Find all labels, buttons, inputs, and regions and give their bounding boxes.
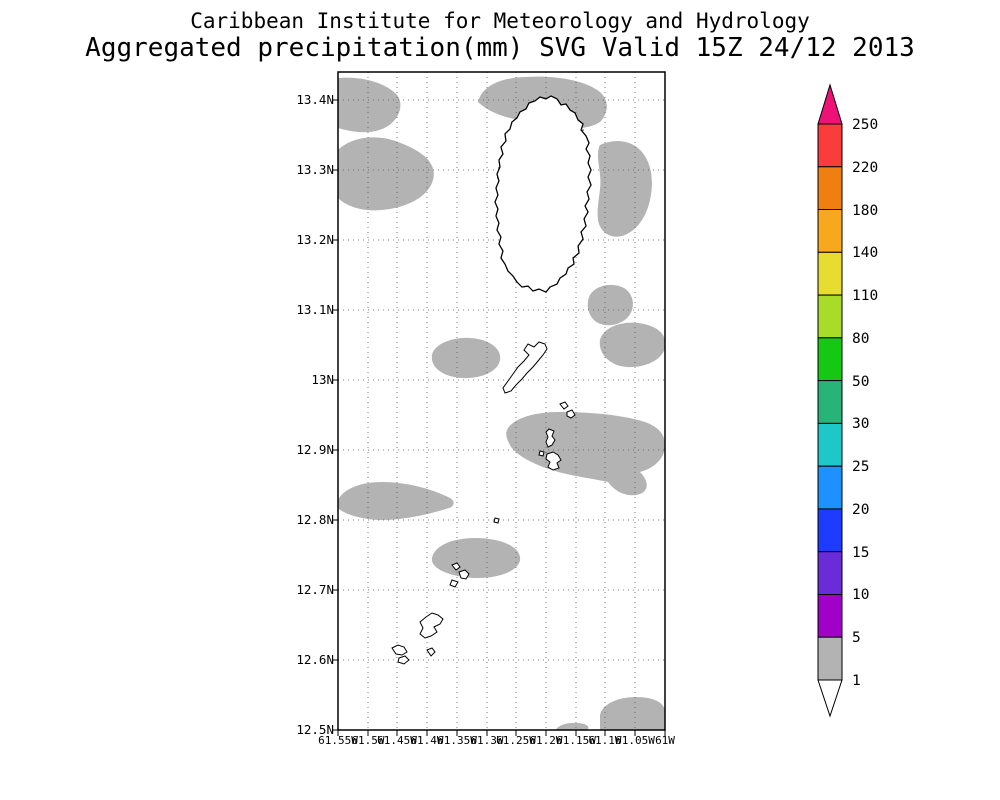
island-union (419, 612, 444, 639)
precip-shaded-region (338, 137, 434, 211)
colorbar-labels: 250 220 180 140 110 80 50 30 25 20 15 10… (852, 117, 878, 689)
lon-tick-label: 61W (655, 734, 675, 747)
colorbar-segment (817, 508, 843, 553)
island-islet (538, 450, 545, 457)
lon-tick-label: 61.2W (529, 734, 562, 747)
colorbar-segment (817, 209, 843, 253)
colorbar-segment (817, 123, 843, 168)
island-islet (566, 409, 576, 419)
precip-shaded-region (506, 412, 665, 496)
lon-tick-label: 61.35W (437, 734, 477, 747)
precip-shaded-region (599, 322, 665, 368)
colorbar-label: 1 (852, 673, 861, 689)
island-canouan (545, 451, 562, 471)
island-islet (559, 401, 569, 410)
lon-tick-label: 61.5W (351, 734, 384, 747)
precip-shaded-region (338, 482, 454, 520)
lat-tick-label: 13.1N (296, 302, 334, 317)
colorbar-label: 140 (852, 245, 878, 261)
island-mustique (545, 428, 556, 448)
colorbar: 250 220 180 140 110 80 50 30 25 20 15 10… (817, 83, 878, 718)
map-frame (337, 71, 666, 731)
lat-tick-label: 12.6N (296, 652, 334, 667)
colorbar-label: 20 (852, 502, 869, 518)
island-mayreau (458, 569, 470, 580)
colorbar-segment (817, 551, 843, 596)
map-panel: 13.4N 13.3N 13.2N 13.1N 13N 12.9N 12.8N … (296, 71, 675, 747)
lat-tick-label: 12.7N (296, 582, 334, 597)
colorbar-segment (817, 380, 843, 424)
lon-tick-label: 61.3W (470, 734, 503, 747)
precip-shaded-region (600, 697, 665, 730)
colorbar-segment (817, 166, 843, 211)
colorbar-label: 180 (852, 203, 878, 219)
lat-tick-label: 13.2N (296, 232, 334, 247)
page-subtitle: Aggregated precipitation(mm) SVG Valid 1… (85, 33, 915, 63)
colorbar-label: 220 (852, 160, 878, 176)
colorbar-segment (817, 636, 843, 681)
colorbar-segment (817, 594, 843, 638)
precip-shaded-region (597, 140, 652, 237)
precip-shaded-region (338, 77, 401, 133)
colorbar-label: 5 (852, 630, 861, 646)
island-islet (449, 579, 459, 588)
precip-shaded-region (587, 284, 633, 326)
lat-tick-label: 13.3N (296, 162, 334, 177)
colorbar-segment (817, 294, 843, 339)
colorbar-segment (817, 465, 843, 510)
island-islet (493, 517, 500, 524)
lat-tick-label: 12.9N (296, 442, 334, 457)
lat-tick-label: 13N (311, 372, 334, 387)
lon-tick-label: 61.15W (556, 734, 596, 747)
colorbar-segment (817, 422, 843, 467)
lon-tick-label: 61.1W (588, 734, 621, 747)
colorbar-bottom-arrow (817, 679, 843, 718)
lat-tick-label: 12.8N (296, 512, 334, 527)
lat-tick-label: 12.5N (296, 722, 334, 737)
colorbar-label: 80 (852, 331, 869, 347)
colorbar-label: 250 (852, 117, 878, 133)
lat-tick-label: 13.4N (296, 92, 334, 107)
colorbar-label: 25 (852, 459, 869, 475)
lon-tick-label: 61.25W (496, 734, 536, 747)
lon-tick-label: 61.4W (410, 734, 443, 747)
colorbar-top-arrow (817, 83, 843, 125)
colorbar-label: 10 (852, 587, 869, 603)
latitude-axis: 13.4N 13.3N 13.2N 13.1N 13N 12.9N 12.8N … (296, 92, 334, 737)
grenadines-islands (391, 341, 576, 665)
precip-shaded-region (431, 337, 501, 379)
precip-shaded-region (556, 722, 589, 730)
colorbar-segment (817, 337, 843, 382)
axis-ticks (332, 99, 666, 736)
island-islet (397, 655, 410, 665)
island-tobago-cays (451, 562, 461, 571)
island-bequia (502, 341, 548, 394)
longitude-axis: 61.55W 61.5W 61.45W 61.4W 61.35W 61.3W 6… (318, 734, 675, 747)
colorbar-label: 30 (852, 416, 869, 432)
gray-shading-group (338, 76, 665, 730)
page-title: Caribbean Institute for Meteorology and … (190, 9, 810, 33)
island-islet (426, 647, 436, 657)
lon-tick-label: 61.05W (615, 734, 655, 747)
colorbar-label: 15 (852, 545, 869, 561)
colorbar-segment (817, 251, 843, 296)
lon-tick-label: 61.55W (318, 734, 358, 747)
lon-tick-label: 61.45W (377, 734, 417, 747)
st-vincent-island (494, 95, 592, 293)
colorbar-label: 50 (852, 374, 869, 390)
island-islet (391, 644, 408, 656)
colorbar-label: 110 (852, 288, 878, 304)
st-vincent-coastline-overlay (494, 95, 592, 293)
precip-shaded-region (431, 538, 521, 578)
